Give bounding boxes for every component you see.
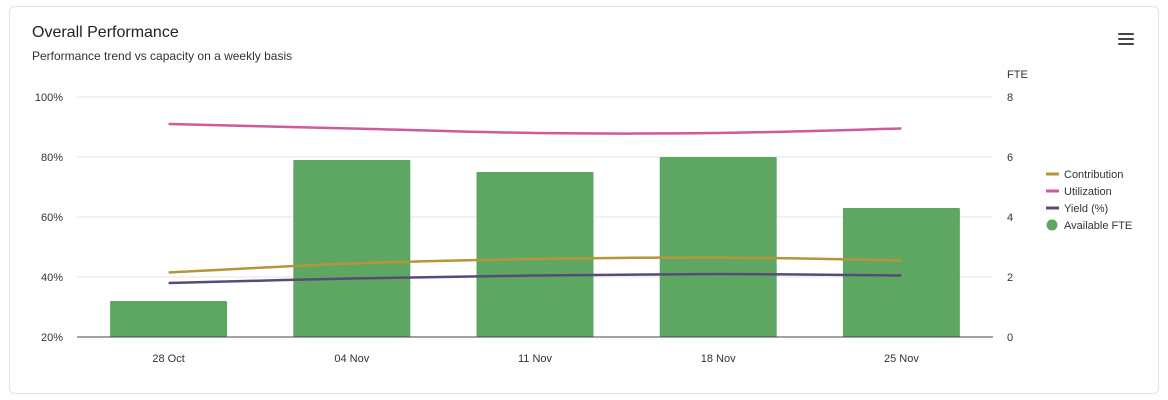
legend-label-yield: Yield (%): [1064, 203, 1108, 215]
y-right-tick-label: 4: [1007, 212, 1013, 224]
hamburger-menu-icon[interactable]: [1118, 33, 1134, 47]
x-tick-label: 11 Nov: [518, 353, 553, 365]
legend-label-contribution: Contribution: [1064, 169, 1123, 181]
y-left-tick-label: 60%: [41, 212, 63, 224]
y-left-tick-label: 100%: [35, 92, 63, 104]
x-tick-label: 25 Nov: [884, 353, 919, 365]
y-right-tick-label: 8: [1007, 92, 1013, 104]
line-utilization: [168, 122, 902, 135]
x-tick-label: 04 Nov: [334, 353, 369, 365]
chart-title: Overall Performance: [32, 24, 179, 41]
y-right-tick-label: 2: [1007, 272, 1013, 284]
bar-available-fte: [110, 301, 228, 337]
y-left-tick-label: 80%: [41, 152, 63, 164]
chart-subtitle: Performance trend vs capacity on a weekl…: [32, 49, 293, 63]
y-right-axis-label: FTE: [1007, 69, 1028, 81]
bar-available-fte: [659, 157, 777, 337]
y-left-tick-label: 20%: [41, 332, 63, 344]
y-right-tick-label: 6: [1007, 152, 1013, 164]
bar-available-fte: [293, 160, 411, 337]
legend-marker-available-fte: [1046, 219, 1058, 231]
y-left-tick-label: 40%: [41, 272, 63, 284]
bar-available-fte: [476, 172, 594, 337]
line-contribution: [168, 256, 902, 274]
legend-label-utilization: Utilization: [1064, 186, 1112, 198]
x-tick-label: 18 Nov: [701, 353, 736, 365]
legend-label-available-fte: Available FTE: [1064, 220, 1132, 232]
x-tick-label: 28 Oct: [152, 353, 184, 365]
line-yield: [168, 272, 902, 285]
y-right-tick-label: 0: [1007, 332, 1013, 344]
bar-available-fte: [842, 208, 960, 337]
